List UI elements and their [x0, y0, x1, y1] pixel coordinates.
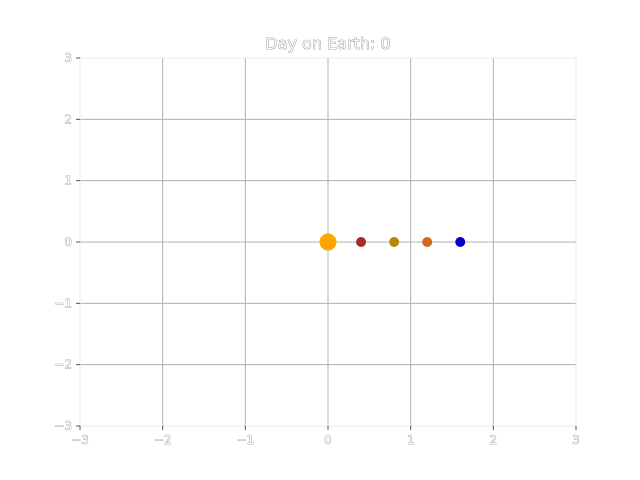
data-point [319, 233, 337, 251]
x-axis: −3 −2 −1 0 1 2 3 [71, 426, 580, 447]
x-tick-label: 2 [490, 433, 498, 447]
x-tick-label: −1 [236, 433, 254, 447]
y-tick-label: 3 [64, 51, 72, 65]
y-tick-label: −2 [54, 358, 72, 372]
data-points [319, 233, 466, 251]
y-tick-label: 1 [64, 174, 72, 188]
data-point [389, 237, 400, 247]
y-tick-label: −3 [54, 419, 72, 433]
y-axis: −3 −2 −1 0 1 2 3 [54, 51, 80, 433]
data-point [455, 237, 466, 247]
x-tick-label: 3 [572, 433, 580, 447]
y-tick-label: 0 [64, 235, 72, 249]
x-tick-label: −2 [154, 433, 172, 447]
data-point [422, 237, 433, 247]
x-tick-label: 0 [324, 433, 332, 447]
chart-title: Day on Earth: 0 [265, 34, 390, 53]
x-tick-label: 1 [407, 433, 415, 447]
x-tick-label: −3 [71, 433, 89, 447]
y-tick-label: −1 [54, 296, 72, 310]
y-tick-label: 2 [64, 112, 72, 126]
data-point [356, 237, 367, 247]
